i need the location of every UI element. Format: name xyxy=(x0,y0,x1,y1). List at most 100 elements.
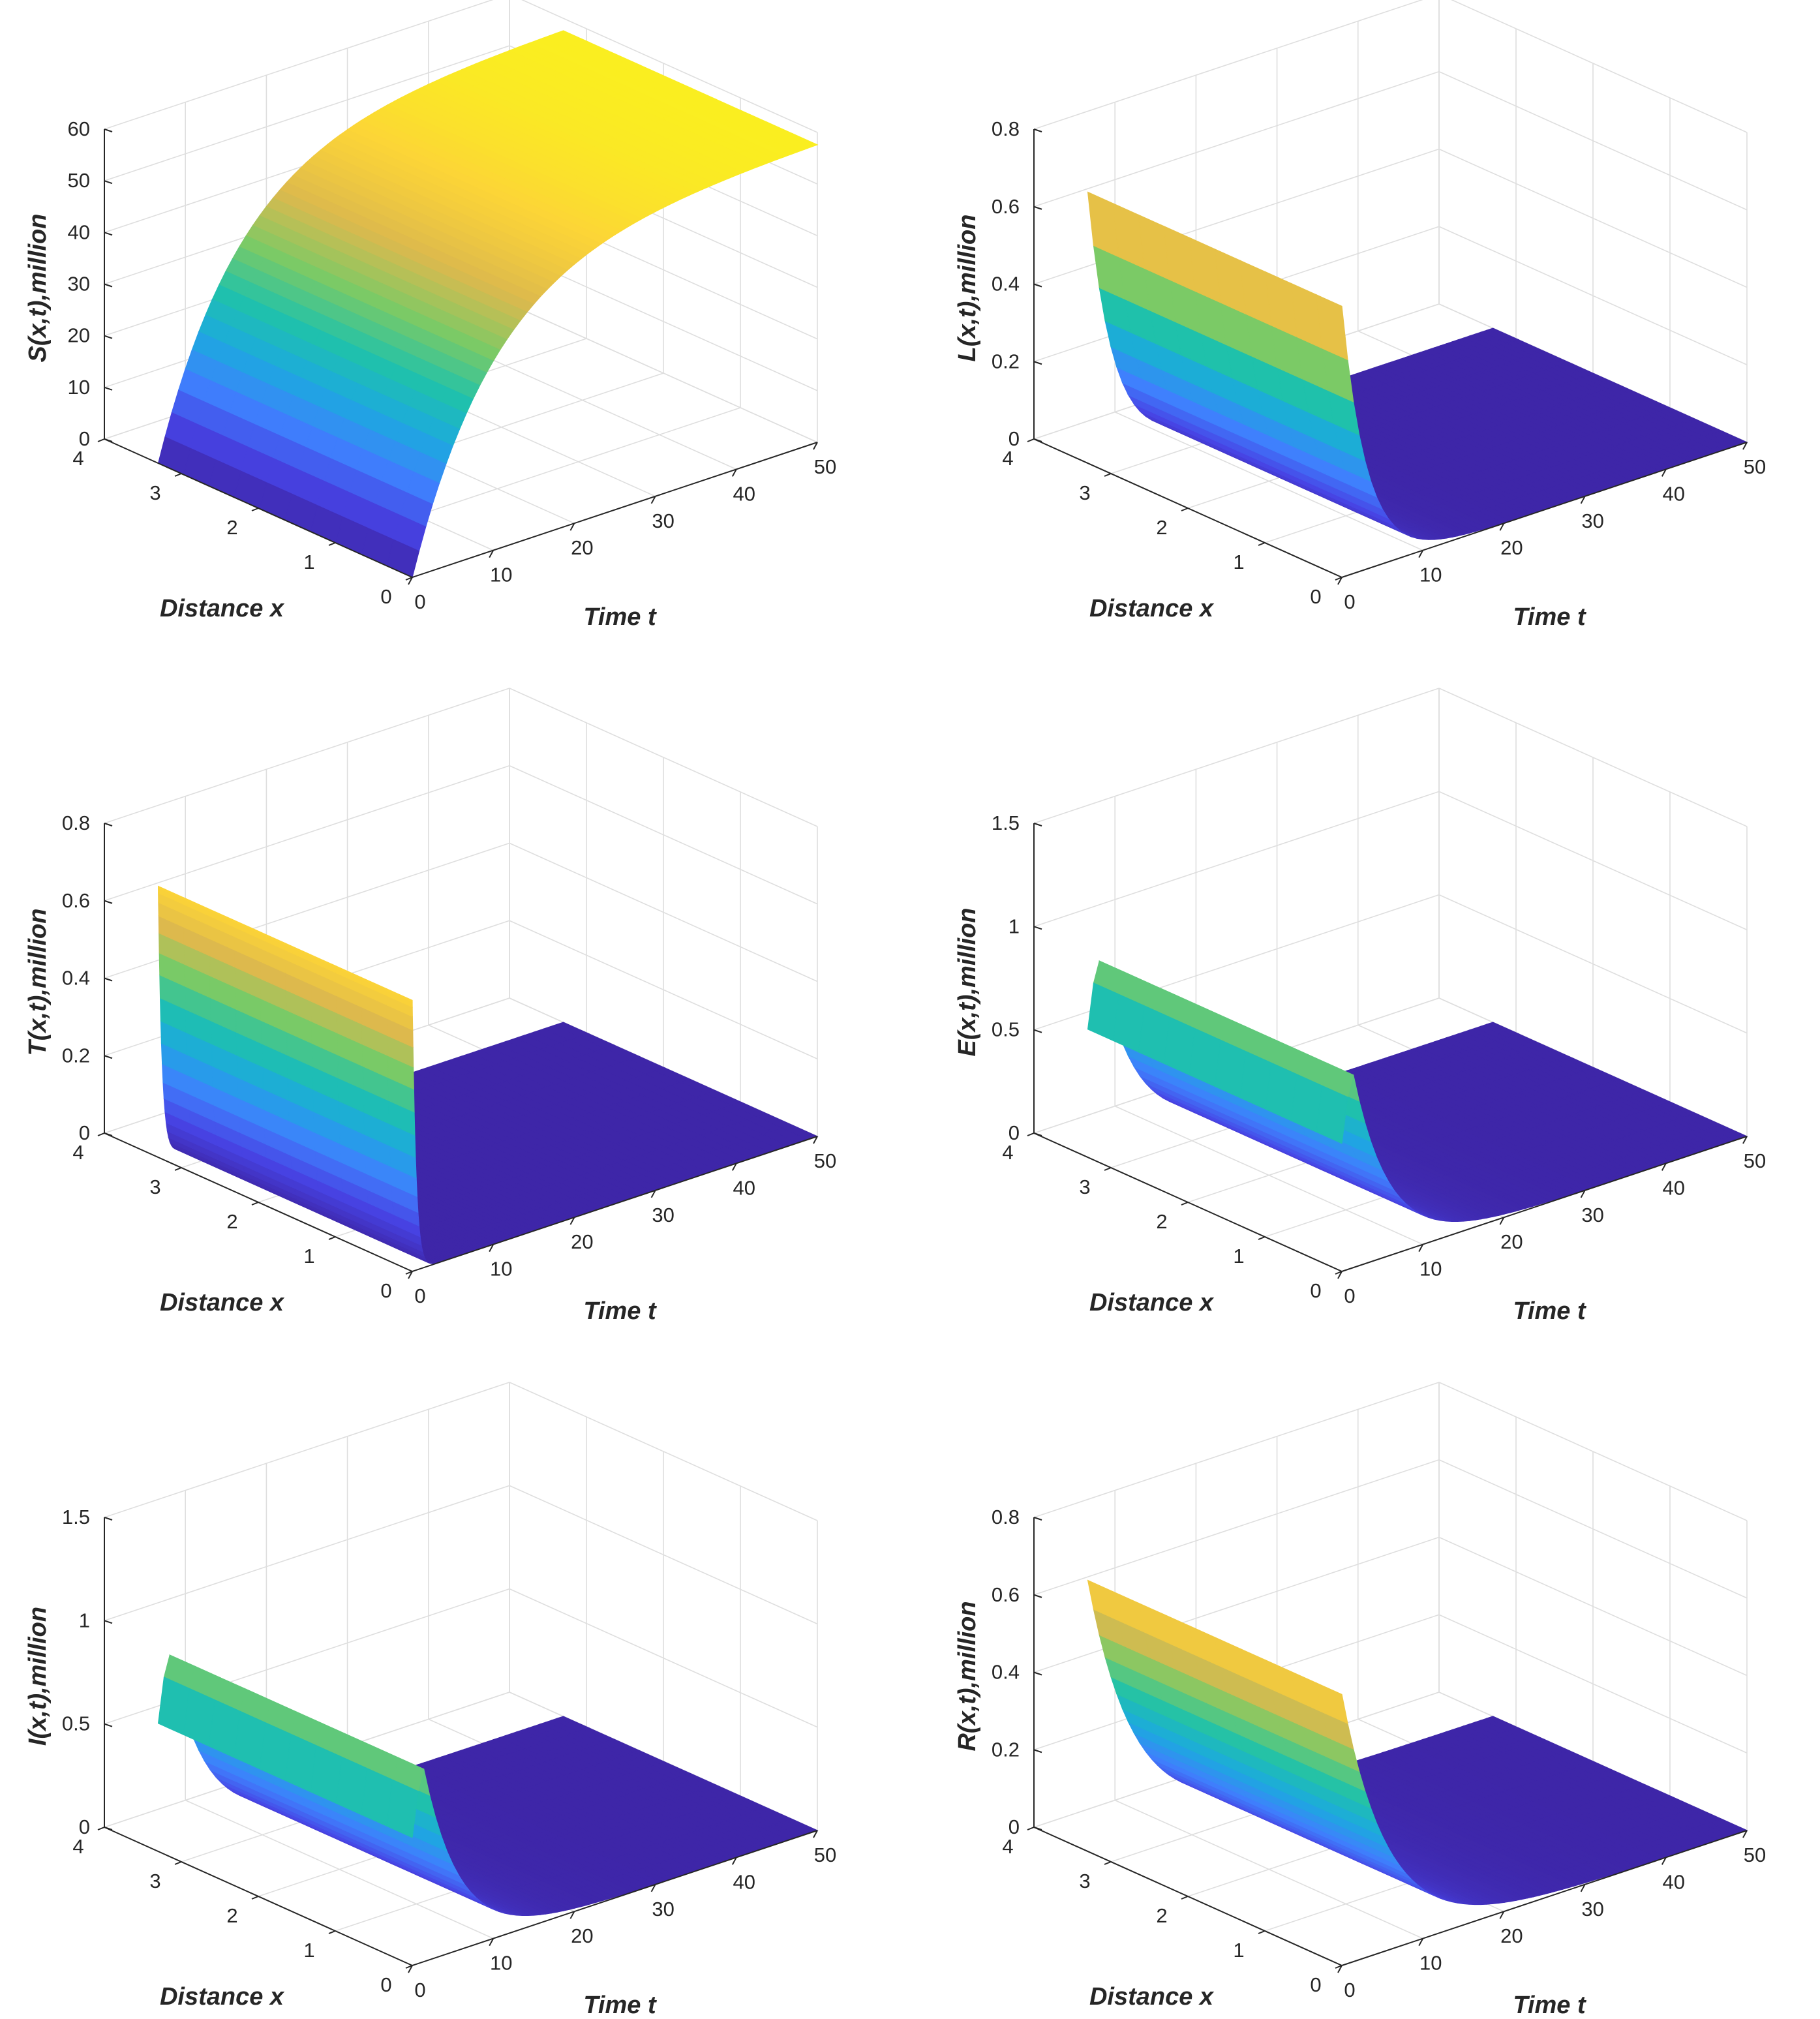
z-tick-label: 0.5 xyxy=(62,1712,90,1735)
t-tick-label: 40 xyxy=(733,482,755,505)
x-tick-label: 1 xyxy=(303,1245,314,1268)
grid-line xyxy=(104,0,494,130)
x-tick xyxy=(1335,577,1342,581)
z-tick xyxy=(1033,823,1042,827)
z-tick-label: 40 xyxy=(68,220,90,243)
t-tick-label: 40 xyxy=(1663,482,1685,505)
z-tick xyxy=(104,900,113,904)
x-tick-label: 4 xyxy=(1002,1141,1013,1164)
x-tick xyxy=(251,1202,259,1206)
z-tick-label: 50 xyxy=(68,169,90,192)
z-tick-label: 20 xyxy=(68,324,90,347)
z-tick xyxy=(1033,1517,1042,1521)
t-tick xyxy=(489,550,494,558)
grid-line xyxy=(104,1382,510,1518)
t-tick-label: 40 xyxy=(733,1176,755,1199)
x-tick xyxy=(251,1896,259,1900)
grid-line xyxy=(509,920,818,1059)
z-tick xyxy=(104,232,113,236)
t-tick-label: 50 xyxy=(1744,1844,1766,1866)
x-axis-label: Distance x xyxy=(1089,1289,1215,1316)
z-tick xyxy=(1033,1594,1042,1598)
x-tick-label: 3 xyxy=(149,481,160,504)
t-tick xyxy=(1580,496,1586,504)
surface xyxy=(157,30,819,578)
z-tick-label: 0.8 xyxy=(992,117,1020,140)
grid-line xyxy=(521,0,818,133)
t-axis-label: Time t xyxy=(1513,1992,1586,2019)
t-tick-label: 30 xyxy=(1581,509,1603,532)
t-tick-label: 10 xyxy=(1419,564,1442,586)
z-tick xyxy=(104,129,113,132)
t-tick-label: 30 xyxy=(1581,1898,1603,1920)
t-tick xyxy=(813,442,818,450)
z-tick xyxy=(104,335,113,339)
x-tick-label: 2 xyxy=(1156,1904,1167,1927)
grid-line xyxy=(1114,411,1423,551)
x-tick-label: 0 xyxy=(1310,1973,1321,1996)
x-tick-label: 4 xyxy=(72,1835,83,1858)
x-tick-label: 0 xyxy=(380,585,391,608)
z-axis-label: S(x,t),million xyxy=(24,214,52,363)
surface xyxy=(1087,960,1748,1222)
x-axis-label: Distance x xyxy=(160,1289,285,1316)
z-tick xyxy=(104,386,113,391)
grid-line xyxy=(1033,70,1440,207)
z-tick xyxy=(104,823,113,827)
t-tick-label: 0 xyxy=(1344,1979,1355,2001)
x-axis-label: Distance x xyxy=(160,1983,285,2011)
t-tick-label: 30 xyxy=(652,509,674,532)
t-tick-label: 0 xyxy=(414,1979,425,2001)
z-axis-label: I(x,t),million xyxy=(24,1607,52,1746)
t-tick xyxy=(569,523,575,531)
z-tick-label: 0 xyxy=(79,427,90,450)
x-tick-label: 2 xyxy=(226,516,237,539)
subplot-3: 00.20.40.60.80123401020304050T(x,t),mill… xyxy=(24,688,836,1325)
x-tick-label: 2 xyxy=(1156,516,1167,539)
x-tick xyxy=(1181,1202,1189,1206)
t-axis-label: Time t xyxy=(583,1298,657,1325)
z-tick-label: 0.6 xyxy=(992,1583,1020,1606)
z-tick xyxy=(1033,926,1042,930)
t-axis-label: Time t xyxy=(1513,603,1586,631)
z-tick-label: 10 xyxy=(68,376,90,399)
z-tick xyxy=(104,438,113,442)
t-tick-label: 40 xyxy=(1663,1176,1685,1199)
surface xyxy=(157,1654,819,1917)
t-axis-line xyxy=(412,442,818,578)
x-tick xyxy=(1258,1930,1266,1934)
z-tick xyxy=(1033,283,1042,288)
grid-line xyxy=(1033,688,1440,824)
z-tick xyxy=(104,283,113,288)
x-axis-label: Distance x xyxy=(1089,1983,1215,2011)
x-tick xyxy=(1104,1167,1112,1171)
z-tick-label: 0.4 xyxy=(62,967,90,990)
z-axis-label: E(x,t),million xyxy=(954,908,981,1057)
x-tick xyxy=(97,438,105,442)
t-tick-label: 50 xyxy=(814,455,836,478)
surface-patch xyxy=(1316,294,1348,361)
t-tick-label: 50 xyxy=(1744,1149,1766,1172)
t-tick-label: 50 xyxy=(814,1844,836,1866)
subplot-1: 01020304050600123401020304050S(x,t),mill… xyxy=(24,0,836,631)
t-tick-label: 10 xyxy=(1419,1952,1442,1975)
x-tick-label: 1 xyxy=(1233,1939,1244,1962)
z-tick-label: 0.2 xyxy=(992,350,1020,372)
x-tick-label: 4 xyxy=(1002,1835,1013,1858)
x-tick-label: 1 xyxy=(303,551,314,573)
z-tick-label: 0.4 xyxy=(992,1661,1020,1684)
t-tick xyxy=(731,468,737,477)
z-tick xyxy=(104,1723,113,1727)
grid-line xyxy=(509,303,818,443)
grid-line xyxy=(1033,1382,1440,1518)
t-tick xyxy=(1337,577,1342,585)
grid-line xyxy=(1451,0,1748,133)
subplot-2: 00.20.40.60.80123401020304050L(x,t),mill… xyxy=(954,0,1766,631)
surface xyxy=(1087,191,1748,540)
t-tick-label: 20 xyxy=(1500,1230,1523,1253)
grid-line xyxy=(1438,226,1748,365)
x-tick xyxy=(97,1827,105,1830)
z-tick xyxy=(1033,438,1042,442)
t-tick-label: 10 xyxy=(490,564,512,586)
